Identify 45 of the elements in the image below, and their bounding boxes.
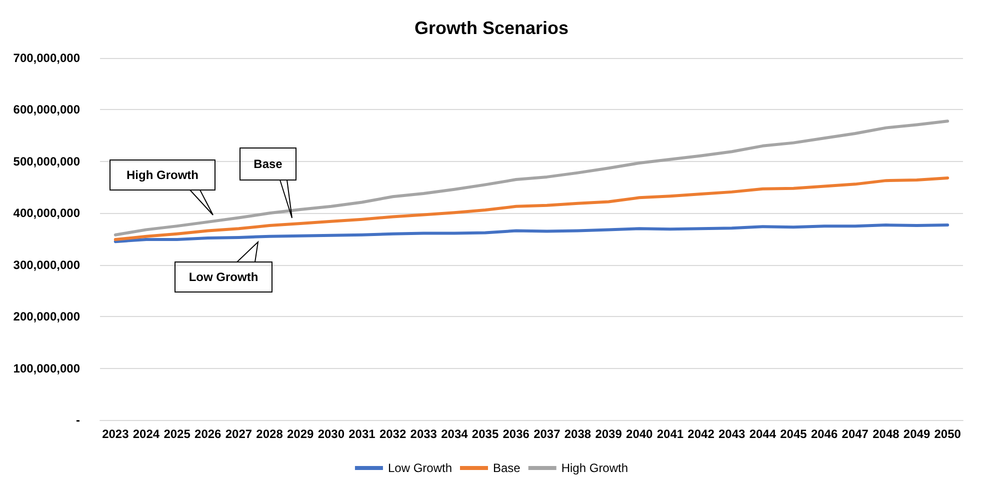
annotation: Low Growth bbox=[188, 270, 258, 284]
y-tick-label: 300,000,000 bbox=[13, 258, 80, 272]
x-tick-label: 2042 bbox=[688, 427, 715, 441]
y-tick-label: 700,000,000 bbox=[13, 51, 80, 65]
x-tick-label: 2047 bbox=[842, 427, 869, 441]
x-tick-label: 2044 bbox=[749, 427, 776, 441]
x-tick-label: 2029 bbox=[286, 427, 314, 441]
x-tick-label: 2027 bbox=[225, 427, 252, 441]
x-tick-label: 2031 bbox=[348, 427, 376, 441]
annotation: Base bbox=[254, 157, 283, 171]
x-tick-label: 2050 bbox=[934, 427, 962, 441]
y-tick-label: 200,000,000 bbox=[13, 310, 80, 324]
legend-label: High Growth bbox=[561, 461, 628, 475]
x-tick-label: 2035 bbox=[472, 427, 499, 441]
x-tick-label: 2036 bbox=[502, 427, 530, 441]
x-tick-label: 2038 bbox=[564, 427, 592, 441]
line-series bbox=[114, 224, 950, 244]
x-tick-label: 2032 bbox=[379, 427, 406, 441]
y-tick-label: 600,000,000 bbox=[13, 102, 80, 117]
legend-label: Low Growth bbox=[388, 461, 452, 475]
y-tick-label: 500,000,000 bbox=[13, 154, 80, 168]
x-tick-label: 2048 bbox=[872, 427, 900, 441]
x-tick-label: 2024 bbox=[132, 427, 160, 441]
x-tick-label: 2034 bbox=[441, 427, 468, 441]
x-tick-label: 2023 bbox=[102, 427, 130, 441]
y-tick-label: 400,000,000 bbox=[13, 206, 80, 220]
x-tick-label: 2030 bbox=[318, 427, 345, 441]
x-tick-label: 2040 bbox=[626, 427, 654, 441]
x-tick-label: 2049 bbox=[903, 427, 930, 441]
x-tick-label: 2041 bbox=[656, 427, 684, 441]
chart-title: Growth Scenarios bbox=[414, 18, 569, 38]
legend-label: Base bbox=[492, 461, 521, 475]
annotation: High Growth bbox=[126, 168, 198, 182]
x-tick-label: 2046 bbox=[810, 427, 838, 441]
y-tick-label: - bbox=[76, 413, 80, 427]
x-tick-label: 2026 bbox=[194, 427, 222, 441]
x-tick-label: 2043 bbox=[718, 427, 746, 441]
x-tick-label: 2033 bbox=[410, 427, 438, 441]
x-tick-label: 2045 bbox=[780, 427, 808, 441]
x-tick-label: 2037 bbox=[534, 427, 561, 441]
x-tick-label: 2028 bbox=[256, 427, 284, 441]
line-series bbox=[114, 120, 950, 236]
y-tick-label: 100,000,000 bbox=[13, 361, 80, 376]
x-tick-label: 2039 bbox=[595, 427, 622, 441]
x-tick-label: 2025 bbox=[164, 427, 191, 441]
